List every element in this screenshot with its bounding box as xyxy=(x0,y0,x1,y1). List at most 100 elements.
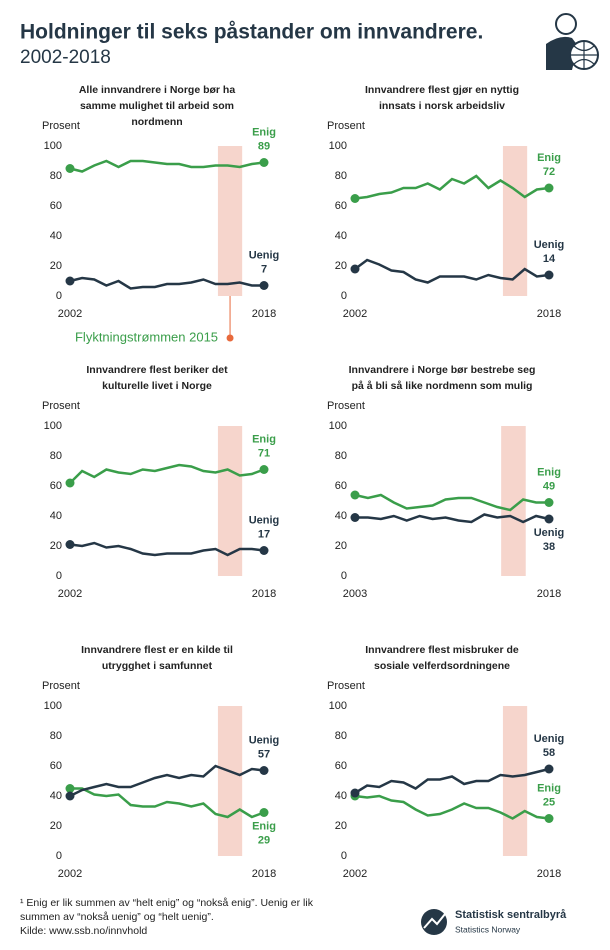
chart-title: samme mulighet til arbeid som xyxy=(80,100,234,112)
line xyxy=(69,541,265,557)
y-tick-label: 100 xyxy=(44,140,62,152)
y-tick-label: 60 xyxy=(50,480,62,492)
series-label: Enig xyxy=(252,433,276,445)
y-tick-label: 60 xyxy=(335,200,347,212)
page-title: Holdninger til seks påstander om innvand… xyxy=(20,21,483,44)
y-tick-label: 20 xyxy=(335,540,347,552)
y-tick-label: 20 xyxy=(50,540,62,552)
end-point xyxy=(350,788,360,798)
value-label: 14 xyxy=(543,253,556,265)
y-tick-label: 20 xyxy=(335,260,347,272)
end-point xyxy=(65,540,75,549)
series-label: Uenig xyxy=(534,239,565,251)
y-tick-label: 0 xyxy=(341,850,347,862)
series-label: Uenig xyxy=(534,527,565,539)
line xyxy=(354,174,550,200)
chart-title: utrygghet i samfunnet xyxy=(102,660,213,672)
highlight-band xyxy=(502,146,528,296)
y-tick-label: 20 xyxy=(50,260,62,272)
y-tick-label: 0 xyxy=(341,570,347,582)
line xyxy=(354,258,550,284)
source: Kilde: www.ssb.no/innvhold xyxy=(20,925,147,937)
y-tick-label: 0 xyxy=(56,290,62,302)
logo-english: Statistics Norway xyxy=(455,924,521,934)
y-tick-label: 60 xyxy=(335,760,347,772)
chart-title: Innvandrere i Norge bør bestrebe seg xyxy=(349,364,536,376)
value-label: 71 xyxy=(258,447,270,459)
y-tick-label: 80 xyxy=(335,170,347,182)
x-tick-label: 2018 xyxy=(252,868,276,880)
footnote: summen av “nokså uenig” og “helt uenig”. xyxy=(20,911,214,923)
chart-title: Innvandrere flest misbruker de xyxy=(365,644,519,656)
y-tick-label: 100 xyxy=(329,140,347,152)
highlight-band xyxy=(217,706,243,856)
line xyxy=(70,787,265,819)
y-axis-label: Prosent xyxy=(42,120,80,132)
end-point xyxy=(259,465,269,474)
page-subtitle: 2002-2018 xyxy=(20,47,111,68)
end-point xyxy=(65,276,75,286)
value-label: 7 xyxy=(261,263,267,275)
end-point xyxy=(350,490,360,500)
y-tick-label: 60 xyxy=(50,760,62,772)
end-point xyxy=(350,513,360,522)
y-tick-label: 100 xyxy=(329,700,347,712)
y-tick-label: 80 xyxy=(50,170,62,182)
series-label: Enig xyxy=(252,820,276,832)
end-point xyxy=(544,183,554,193)
y-tick-label: 20 xyxy=(50,820,62,832)
y-tick-label: 40 xyxy=(50,230,62,242)
y-tick-label: 100 xyxy=(329,420,347,432)
y-tick-label: 100 xyxy=(44,700,62,712)
y-tick-label: 80 xyxy=(335,730,347,742)
annotation: Flyktningstrømmen 2015 xyxy=(75,329,218,344)
series-label: Uenig xyxy=(249,514,280,526)
x-tick-label: 2002 xyxy=(343,868,367,880)
chart-title: Innvandrere flest beriker det xyxy=(86,364,228,376)
y-tick-label: 0 xyxy=(56,850,62,862)
series-label: Enig xyxy=(537,466,561,478)
chart-title: Alle innvandrere i Norge bør ha xyxy=(79,84,236,96)
end-point xyxy=(65,164,75,173)
series-label: Uenig xyxy=(249,734,280,746)
chart-title: på å bli så like nordmenn som mulig xyxy=(352,380,533,392)
x-tick-label: 2018 xyxy=(537,308,561,320)
y-tick-label: 40 xyxy=(50,510,62,522)
value-label: 25 xyxy=(543,796,555,808)
end-point xyxy=(259,546,269,555)
chart-title: innsats i norsk arbeidsliv xyxy=(379,100,505,112)
chart-title: kulturelle livet i Norge xyxy=(102,380,212,392)
y-axis-label: Prosent xyxy=(42,680,80,692)
y-tick-label: 0 xyxy=(56,570,62,582)
value-label: 58 xyxy=(543,747,555,759)
y-tick-label: 40 xyxy=(335,230,347,242)
end-point xyxy=(259,808,269,817)
end-point xyxy=(65,478,75,488)
x-tick-label: 2018 xyxy=(252,308,276,320)
annotation-dot xyxy=(226,334,234,342)
y-tick-label: 0 xyxy=(341,290,347,302)
y-tick-label: 20 xyxy=(335,820,347,832)
y-tick-label: 40 xyxy=(50,790,62,802)
chart-title: nordmenn xyxy=(131,116,182,128)
y-tick-label: 100 xyxy=(44,420,62,432)
highlight-band xyxy=(217,146,243,296)
end-point xyxy=(259,766,269,775)
icon xyxy=(546,13,599,70)
end-point xyxy=(544,514,554,524)
y-axis-label: Prosent xyxy=(327,680,365,692)
line xyxy=(69,764,265,798)
line xyxy=(69,463,265,484)
line xyxy=(69,276,264,290)
line xyxy=(355,513,550,524)
line xyxy=(354,794,550,820)
end-point xyxy=(544,764,554,774)
y-tick-label: 60 xyxy=(335,480,347,492)
x-tick-label: 2018 xyxy=(537,588,561,600)
chart-title: Innvandrere flest gjør en nyttig xyxy=(365,84,519,96)
x-tick-label: 2018 xyxy=(537,868,561,880)
logo xyxy=(421,909,447,935)
x-tick-label: 2002 xyxy=(58,868,82,880)
end-point xyxy=(544,270,554,280)
